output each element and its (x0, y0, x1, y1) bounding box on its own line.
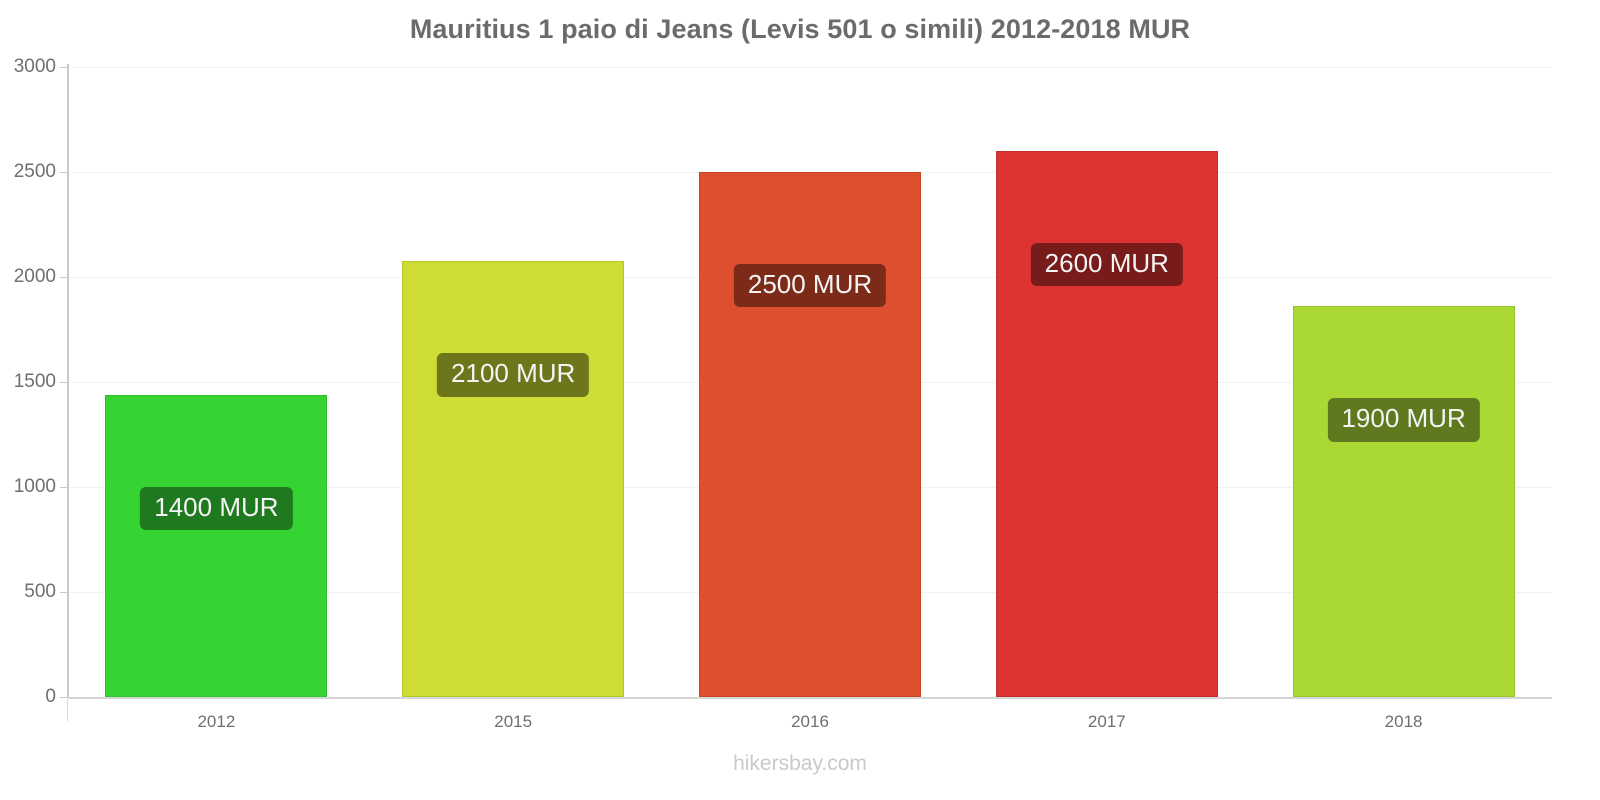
bar-value-label: 1400 MUR (140, 486, 293, 530)
gridline (68, 697, 1552, 698)
footer-credit: hikersbay.com (733, 752, 867, 775)
bar-value-label: 2500 MUR (733, 264, 887, 308)
y-axis-tick-label: 1500 (13, 371, 56, 392)
y-axis-tick-label: 1000 (13, 476, 56, 497)
y-axis-tick (60, 67, 69, 68)
y-axis-tick (60, 277, 69, 278)
y-axis-tick (60, 487, 69, 488)
bar-2017[interactable] (995, 151, 1218, 697)
x-axis-tick-label: 2016 (791, 712, 829, 731)
bar-2016[interactable] (699, 172, 921, 697)
x-axis-tick-label: 2017 (1087, 712, 1126, 731)
bar-value-label: 2600 MUR (1030, 243, 1183, 287)
y-axis-tick-label: 500 (24, 581, 56, 602)
x-axis-origin-tick (67, 699, 68, 721)
y-axis-tick (60, 592, 69, 593)
y-axis-tick (60, 382, 69, 383)
x-axis-tick-label: 2018 (1384, 712, 1423, 731)
gridline (68, 67, 1552, 68)
x-axis-line (68, 697, 1552, 699)
bar-2015[interactable] (402, 261, 625, 697)
bar-value-label: 2100 MUR (437, 353, 590, 397)
bar-2012[interactable] (105, 394, 328, 697)
y-axis-tick (60, 697, 69, 698)
y-axis-line (67, 64, 69, 698)
y-axis-tick-label: 2000 (13, 266, 56, 287)
bar-2018[interactable] (1292, 306, 1515, 697)
x-axis-tick-label: 2015 (494, 712, 533, 731)
x-axis-tick-label: 2012 (197, 712, 236, 731)
page-title: Mauritius 1 paio di Jeans (Levis 501 o s… (409, 14, 1191, 44)
bar-value-label: 1900 MUR (1327, 398, 1480, 442)
y-axis-tick-label: 3000 (13, 56, 56, 77)
y-axis-tick (60, 172, 69, 173)
y-axis-tick-label: 2500 (13, 161, 56, 182)
y-axis-tick-label: 0 (45, 686, 56, 707)
